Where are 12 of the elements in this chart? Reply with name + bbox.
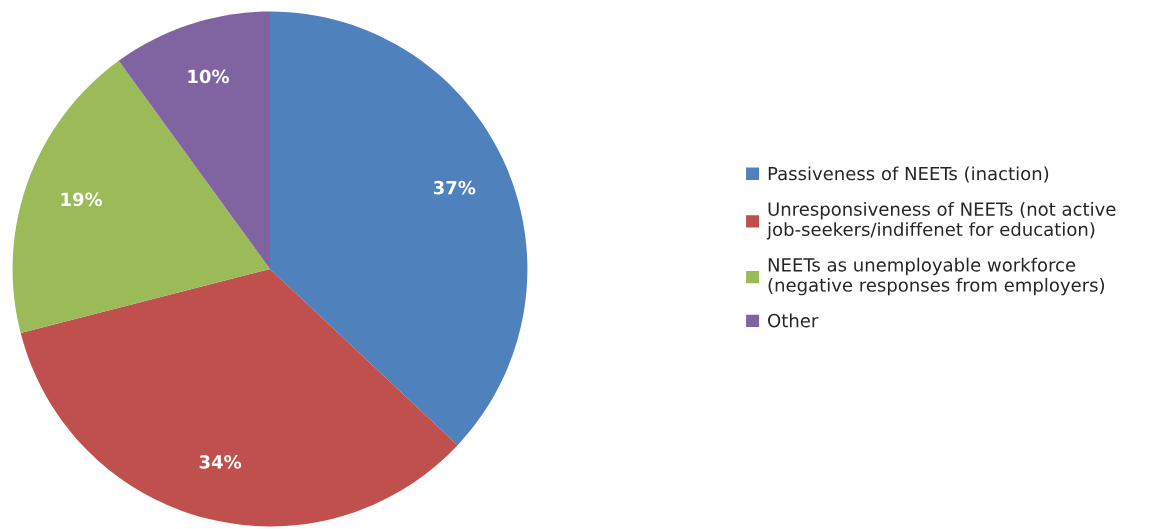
pie-slice (270, 11, 528, 446)
data-label: 19% (61, 192, 103, 207)
legend-label: Unresponsiveness of NEETs (not active job-seekers/indiffenet for education) (766, 201, 1116, 240)
data-label: 34% (199, 455, 242, 469)
pie-slice (12, 60, 270, 334)
pie-slice (118, 11, 270, 269)
legend-label: Other (768, 313, 819, 328)
legend-label: NEETs as unemployable workforce (negative responses from employers) (768, 257, 1105, 296)
data-label: 10% (188, 69, 229, 84)
data-label: 37% (433, 180, 476, 195)
legend-label: Passiveness of NEETs (inaction) (768, 166, 1049, 183)
pie-slice (20, 269, 458, 527)
